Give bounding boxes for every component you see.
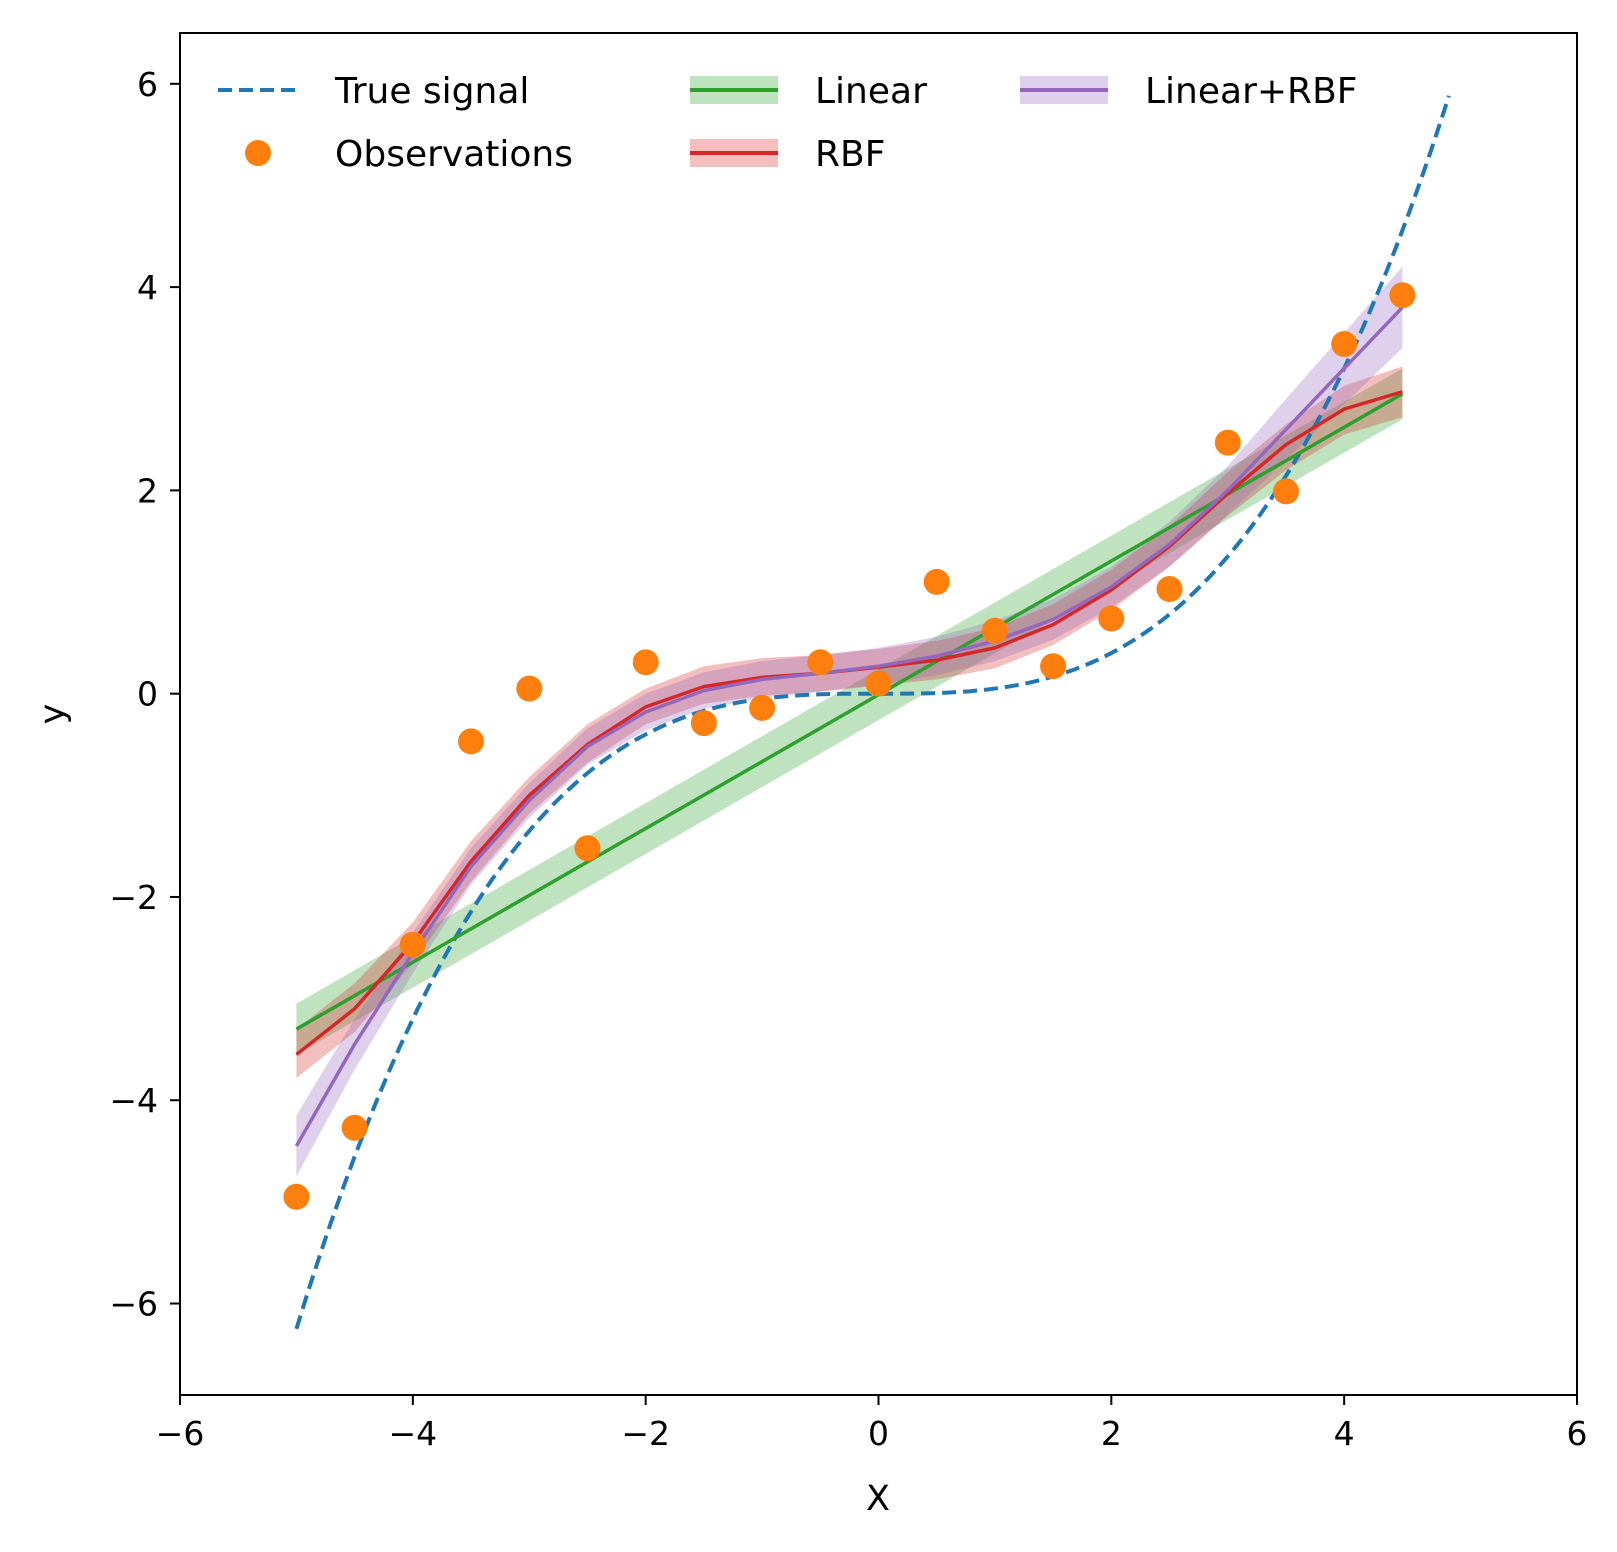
plot-area bbox=[283, 95, 1451, 1330]
y-tick-label: −4 bbox=[109, 1081, 158, 1120]
observation-point bbox=[283, 1183, 310, 1210]
observation-point bbox=[1040, 653, 1067, 680]
x-tick-label: 4 bbox=[1334, 1414, 1355, 1453]
x-axis-label: X bbox=[866, 1479, 890, 1519]
observation-point bbox=[690, 710, 717, 737]
x-tick-label: −2 bbox=[621, 1414, 670, 1453]
legend-linear-label: Linear bbox=[815, 71, 927, 112]
observation-point bbox=[923, 568, 950, 595]
observation-point bbox=[1214, 429, 1241, 456]
observation-point bbox=[865, 670, 892, 697]
y-axis-label: y bbox=[33, 704, 73, 725]
legend-observations-swatch bbox=[245, 140, 271, 166]
observation-point bbox=[399, 931, 426, 958]
y-tick-label: 0 bbox=[137, 675, 158, 714]
observation-point bbox=[981, 617, 1008, 644]
x-tick-label: −6 bbox=[156, 1414, 205, 1453]
observation-point bbox=[1331, 331, 1358, 357]
y-tick-label: −6 bbox=[109, 1285, 158, 1324]
observation-point bbox=[749, 694, 776, 721]
observation-point bbox=[1098, 605, 1125, 632]
y-tick-label: 2 bbox=[137, 471, 158, 510]
observation-point bbox=[341, 1114, 368, 1141]
observation-point bbox=[574, 835, 601, 862]
observation-point bbox=[807, 649, 834, 676]
observation-point bbox=[632, 649, 659, 676]
observation-point bbox=[1273, 478, 1299, 505]
linear-rbf-mean-line bbox=[294, 306, 1404, 1147]
observation-point bbox=[516, 675, 543, 702]
legend-rbf-label: RBF bbox=[815, 134, 885, 175]
rbf-confidence-band bbox=[296, 366, 1403, 1078]
legend: True signal Observations Linear RBF Linear+R… bbox=[218, 71, 1357, 175]
x-tick-label: −4 bbox=[389, 1414, 438, 1453]
observation-point bbox=[458, 728, 484, 755]
legend-observations-label: Observations bbox=[335, 134, 573, 175]
y-tick-label: 6 bbox=[137, 65, 158, 104]
observation-point bbox=[1389, 282, 1416, 309]
axes-ticks: −6 −4 −2 0 2 4 6 −6 −4 −2 0 2 4 6 bbox=[109, 65, 1587, 1453]
legend-true-signal-label: True signal bbox=[334, 71, 529, 112]
y-tick-label: 4 bbox=[137, 268, 158, 307]
true-signal-line bbox=[294, 95, 1451, 1330]
y-tick-label: −2 bbox=[109, 878, 158, 917]
x-tick-label: 6 bbox=[1567, 1414, 1588, 1453]
x-tick-label: 0 bbox=[868, 1414, 889, 1453]
observation-point bbox=[1156, 576, 1183, 602]
x-tick-label: 2 bbox=[1101, 1414, 1122, 1453]
legend-linear-rbf-label: Linear+RBF bbox=[1145, 71, 1357, 112]
